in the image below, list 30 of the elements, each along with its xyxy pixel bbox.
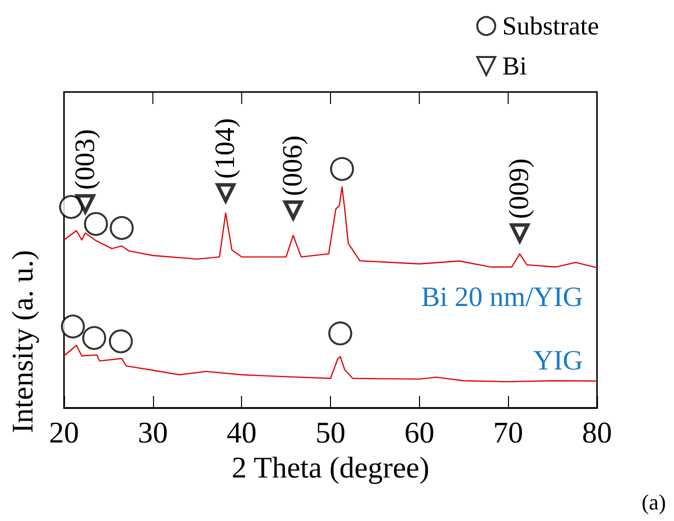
point [84,212,108,236]
point [216,183,236,203]
legend-label: Bi [502,52,527,80]
point [82,326,106,350]
x-tick-label: 30 [138,416,168,450]
point [60,314,85,338]
x-tick-label: 50 [316,416,346,450]
point [59,194,84,219]
y-axis-title: Intensity (a. u.) [6,250,40,434]
annotation: (104) [210,118,242,179]
annotation: (009) [504,158,536,220]
series-label: YIG [533,345,583,376]
x-tick-label: 60 [404,416,434,450]
point [110,216,134,240]
x-axis-title: 2 Theta (degree) [232,451,430,484]
point [510,223,530,243]
legend-label: Substrate [502,12,599,40]
x-tick-label: 40 [226,416,257,450]
x-tick-label: 80 [582,416,612,450]
x-tick-label: 20 [49,416,79,450]
x-tick-label: 70 [493,416,524,450]
point [328,321,352,346]
point [108,329,133,354]
annotation: (006) [278,135,309,196]
series-label: Bi 20 nm/YIG [421,282,583,314]
point [76,194,96,214]
text: (a) [642,490,666,514]
point [283,200,303,220]
point [330,156,354,181]
annotation: (003) [70,129,101,190]
